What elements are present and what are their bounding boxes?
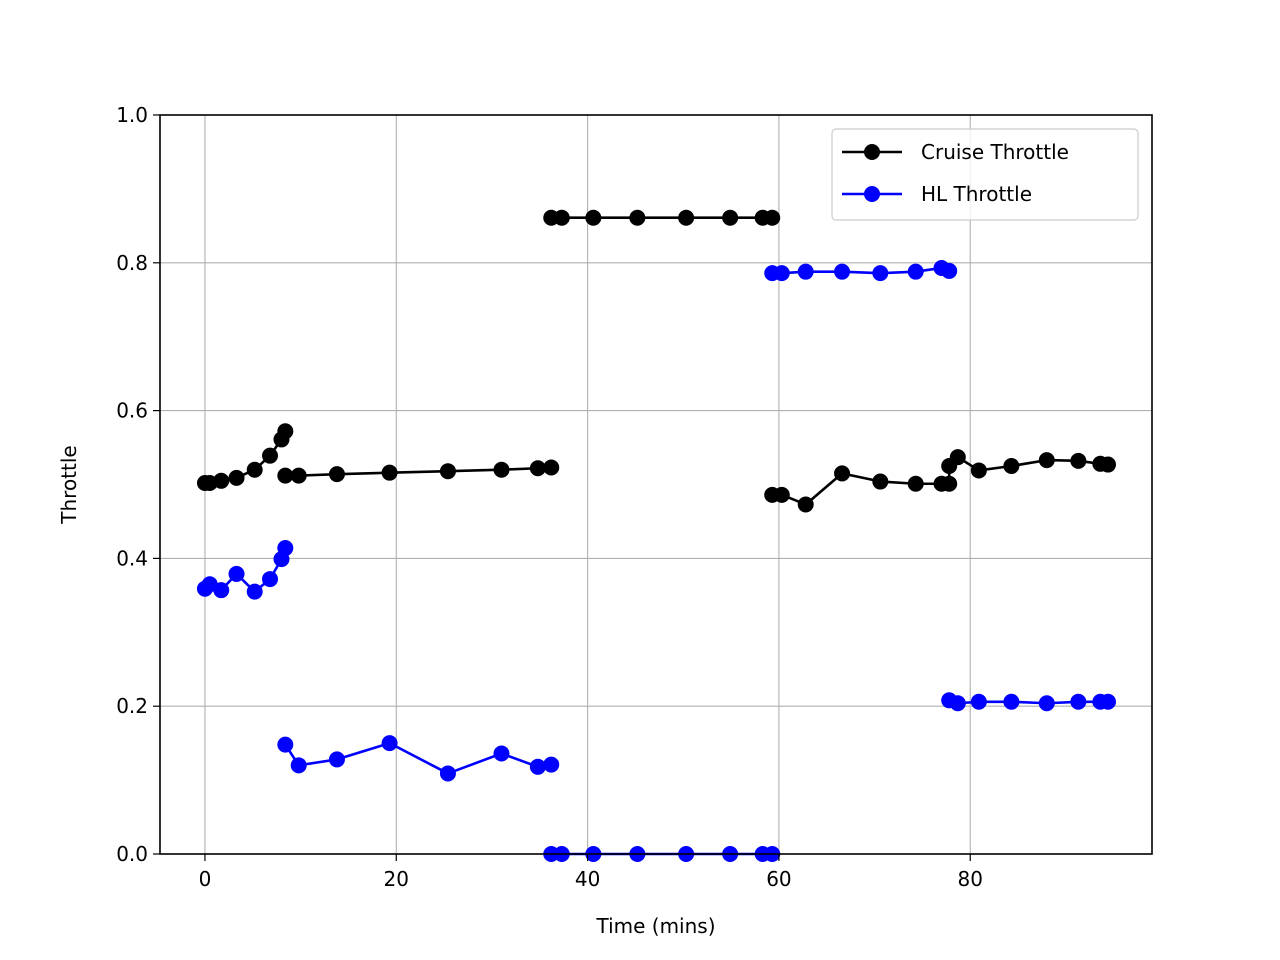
cruise-throttle-point — [773, 486, 790, 503]
cruise-throttle-point — [439, 463, 456, 480]
cruise-throttle-point — [1099, 456, 1116, 473]
hl-throttle-point — [941, 262, 958, 279]
cruise-throttle-point — [328, 466, 345, 483]
cruise-throttle-point — [629, 209, 646, 226]
cruise-throttle-line — [772, 455, 1109, 506]
cruise-throttle-point — [872, 473, 889, 490]
x-tick-label: 80 — [958, 867, 983, 891]
cruise-throttle-point — [213, 472, 230, 489]
legend-label-cruise-throttle: Cruise Throttle — [921, 140, 1069, 164]
hl-throttle-point — [328, 751, 345, 768]
cruise-throttle-series — [196, 209, 1116, 513]
cruise-throttle-point — [246, 461, 263, 478]
hl-throttle-point — [246, 583, 263, 600]
cruise-throttle-point — [553, 209, 570, 226]
legend: Cruise Throttle HL Throttle — [831, 128, 1139, 221]
hl-throttle-point — [834, 263, 851, 280]
x-tick-label: 60 — [766, 867, 791, 891]
cruise-throttle-point — [722, 209, 739, 226]
hl-throttle-point — [1038, 695, 1055, 712]
cruise-throttle-point — [970, 462, 987, 479]
hl-throttle-point — [1099, 693, 1116, 710]
cruise-throttle-point — [262, 447, 279, 464]
axis-ticks: 0 20 40 60 80 0.0 0.2 0.4 0.6 0.8 1.0 — [116, 103, 983, 891]
y-tick-label: 1.0 — [116, 103, 148, 127]
cruise-throttle-point — [585, 209, 602, 226]
cruise-throttle-point — [949, 449, 966, 466]
cruise-throttle-point — [1070, 452, 1087, 469]
cruise-throttle-point — [764, 209, 781, 226]
hl-throttle-point — [290, 757, 307, 774]
y-tick-label: 0.4 — [116, 546, 148, 570]
cruise-throttle-point — [228, 469, 245, 486]
y-axis-label: Throttle — [57, 445, 81, 524]
cruise-throttle-point — [797, 496, 814, 513]
hl-throttle-point — [543, 756, 560, 773]
plot-frame — [159, 114, 1153, 855]
hl-throttle-point — [262, 571, 279, 588]
y-tick-label: 0.8 — [116, 251, 148, 275]
hl-throttle-point — [970, 693, 987, 710]
cruise-throttle-point — [1038, 452, 1055, 469]
hl-throttle-point — [797, 263, 814, 280]
cruise-throttle-point — [543, 459, 560, 476]
x-tick-label: 20 — [384, 867, 409, 891]
hl-throttle-point — [529, 758, 546, 775]
hl-throttle-point — [907, 263, 924, 280]
cruise-throttle-point — [678, 209, 695, 226]
cruise-throttle-point — [907, 475, 924, 492]
hl-throttle-point — [213, 582, 230, 599]
hl-throttle-point — [949, 695, 966, 712]
hl-throttle-point — [872, 265, 889, 282]
hl-throttle-point — [381, 735, 398, 752]
hl-throttle-point — [1003, 693, 1020, 710]
y-tick-label: 0.0 — [116, 842, 148, 866]
x-tick-label: 40 — [575, 867, 600, 891]
cruise-throttle-point — [1003, 458, 1020, 475]
hl-throttle-point — [277, 736, 294, 753]
x-axis-label: Time (mins) — [595, 914, 715, 938]
hl-throttle-point — [277, 540, 294, 557]
y-tick-label: 0.6 — [116, 399, 148, 423]
hl-throttle-point — [439, 765, 456, 782]
hl-throttle-point — [493, 745, 510, 762]
cruise-throttle-point — [941, 475, 958, 492]
cruise-throttle-point — [381, 464, 398, 481]
cruise-throttle-point — [277, 423, 294, 440]
hl-throttle-point — [1070, 693, 1087, 710]
cruise-throttle-point — [529, 460, 546, 477]
y-tick-label: 0.2 — [116, 694, 148, 718]
hl-throttle-point — [773, 265, 790, 282]
hl-throttle-point — [228, 565, 245, 582]
cruise-throttle-point — [493, 461, 510, 478]
legend-box — [831, 128, 1139, 221]
legend-label-hl-throttle: HL Throttle — [921, 182, 1032, 206]
x-tick-label: 0 — [199, 867, 212, 891]
legend-marker-cruise-throttle — [864, 144, 880, 160]
cruise-throttle-point — [290, 467, 307, 484]
legend-marker-hl-throttle — [864, 186, 880, 202]
cruise-throttle-point — [277, 467, 294, 484]
cruise-throttle-point — [834, 465, 851, 482]
